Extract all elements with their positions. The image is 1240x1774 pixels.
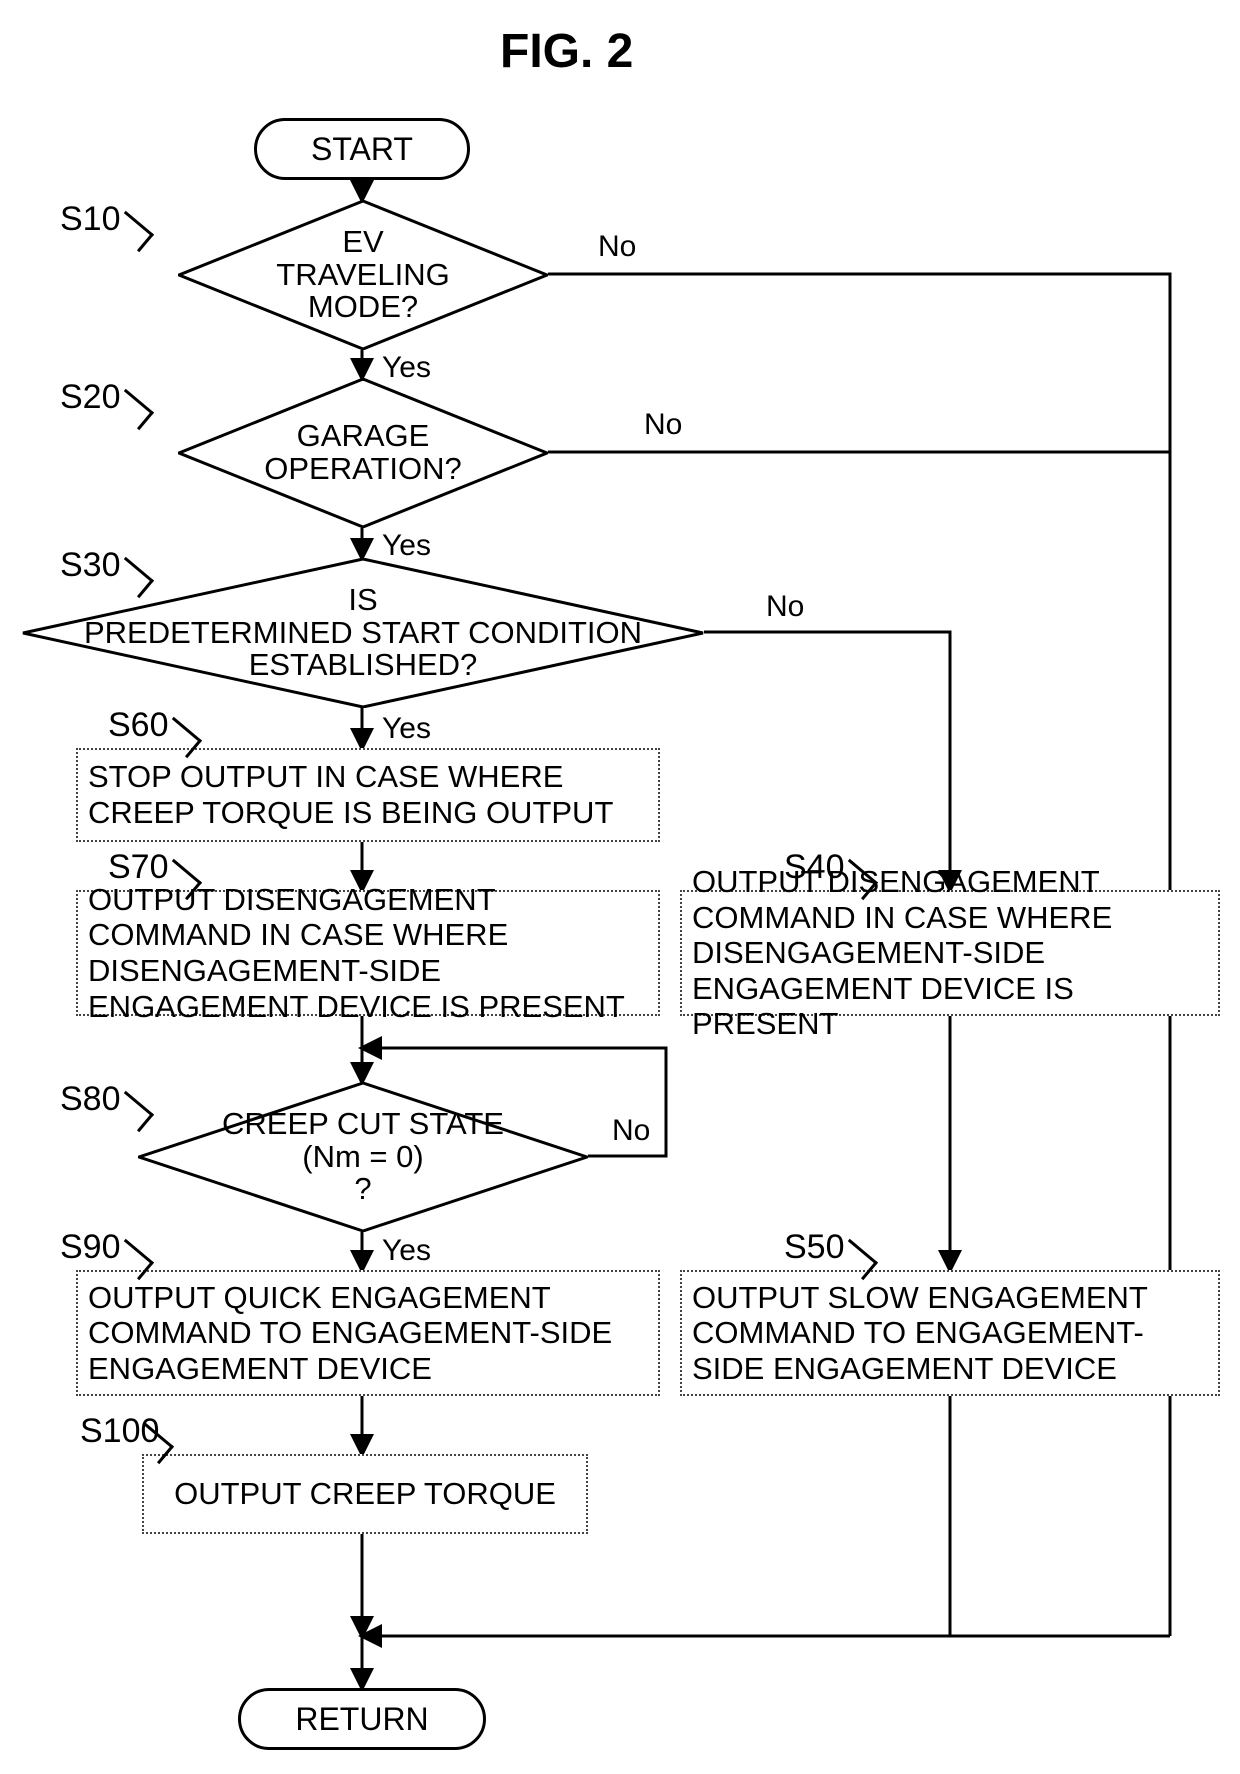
yes-label: Yes <box>382 712 431 746</box>
step-label-s40: S40 <box>784 848 845 887</box>
terminal-start: START <box>254 118 470 180</box>
process-s70: OUTPUT DISENGAGEMENT COMMAND IN CASE WHE… <box>76 890 660 1016</box>
step-label-s20: S20 <box>60 378 121 417</box>
no-label: No <box>612 1114 650 1148</box>
no-label: No <box>644 408 682 442</box>
process-s40: OUTPUT DISENGAGEMENT COMMAND IN CASE WHE… <box>680 890 1220 1016</box>
no-label: No <box>766 590 804 624</box>
process-s100: OUTPUT CREEP TORQUE <box>142 1454 588 1534</box>
process-s90: OUTPUT QUICK ENGAGEMENT COMMAND TO ENGAG… <box>76 1270 660 1396</box>
step-label-s60: S60 <box>108 706 169 745</box>
step-label-s10: S10 <box>60 200 121 239</box>
decision-s20: GARAGEOPERATION? <box>178 378 548 528</box>
decision-label: CREEP CUT STATE(Nm = 0)? <box>138 1082 588 1232</box>
decision-s80: CREEP CUT STATE(Nm = 0)? <box>138 1082 588 1232</box>
terminal-return: RETURN <box>238 1688 486 1750</box>
decision-label: EVTRAVELINGMODE? <box>178 200 548 350</box>
flowchart-canvas: FIG. 2 STARTRETURNEVTRAVELINGMODE?S10Yes… <box>0 0 1240 1774</box>
step-label-s50: S50 <box>784 1228 845 1267</box>
step-label-s70: S70 <box>108 848 169 887</box>
step-label-s30: S30 <box>60 546 121 585</box>
step-label-s90: S90 <box>60 1228 121 1267</box>
decision-label: GARAGEOPERATION? <box>178 378 548 528</box>
no-label: No <box>598 230 636 264</box>
step-label-s100: S100 <box>80 1412 159 1451</box>
process-s60: STOP OUTPUT IN CASE WHERE CREEP TORQUE I… <box>76 748 660 842</box>
decision-s10: EVTRAVELINGMODE? <box>178 200 548 350</box>
yes-label: Yes <box>382 1234 431 1268</box>
process-s50: OUTPUT SLOW ENGAGEMENT COMMAND TO ENGAGE… <box>680 1270 1220 1396</box>
step-label-s80: S80 <box>60 1080 121 1119</box>
